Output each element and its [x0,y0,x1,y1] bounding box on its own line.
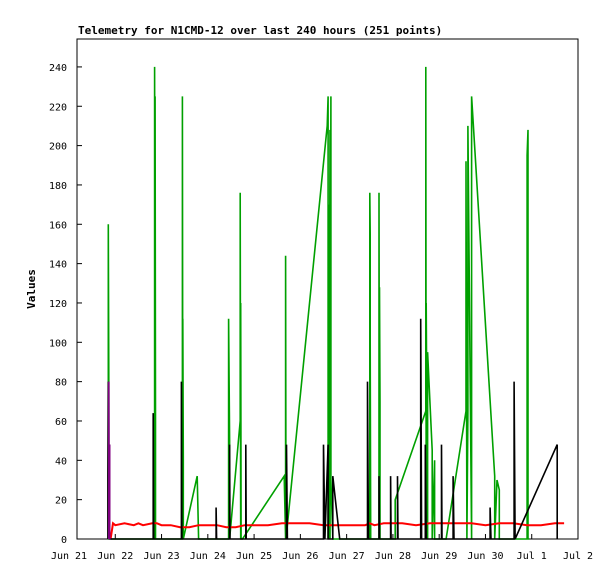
y-tick-label: 140 [49,260,67,271]
x-tick-label: Jun 21 [51,551,87,562]
y-tick-label: 220 [49,102,67,113]
y-tick-label: 200 [49,142,67,153]
x-tick-label: Jul 2 [563,551,593,562]
y-tick-label: 100 [49,338,67,349]
y-tick-label: 180 [49,181,67,192]
x-tick-label: Jun 30 [467,551,503,562]
series-line-3 [108,381,111,540]
x-tick-label: Jun 28 [375,551,411,562]
y-tick-label: 20 [55,496,67,507]
x-tick-label: Jun 22 [97,551,133,562]
x-tick-label: Jun 29 [421,551,457,562]
y-tick-label: 60 [55,417,67,428]
x-axis: Jun 21 Jun 22 Jun 23 Jun 24 Jun 25 Jun 26 Jun … [51,534,593,562]
x-tick-label: Jun 24 [190,551,226,562]
x-tick-label: Jun 23 [143,551,179,562]
y-tick-label: 160 [49,220,67,231]
y-tick-label: 40 [55,456,67,467]
series-layer [107,66,565,540]
y-axis: 0 20 40 60 80 100 120 140 160 180 200 220 240 [49,63,82,546]
series-line-2 [107,318,559,540]
y-axis-label: Values [25,269,38,309]
y-tick-label: 120 [49,299,67,310]
y-tick-label: 240 [49,63,67,74]
x-tick-label: Jun 27 [329,551,365,562]
x-tick-label: Jul 1 [517,551,547,562]
chart-title: Telemetry for N1CMD-12 over last 240 hou… [78,24,442,37]
y-tick-label: 80 [55,378,67,389]
y-tick-label: 0 [61,535,67,546]
x-tick-label: Jun 25 [236,551,272,562]
x-tick-label: Jun 26 [282,551,318,562]
